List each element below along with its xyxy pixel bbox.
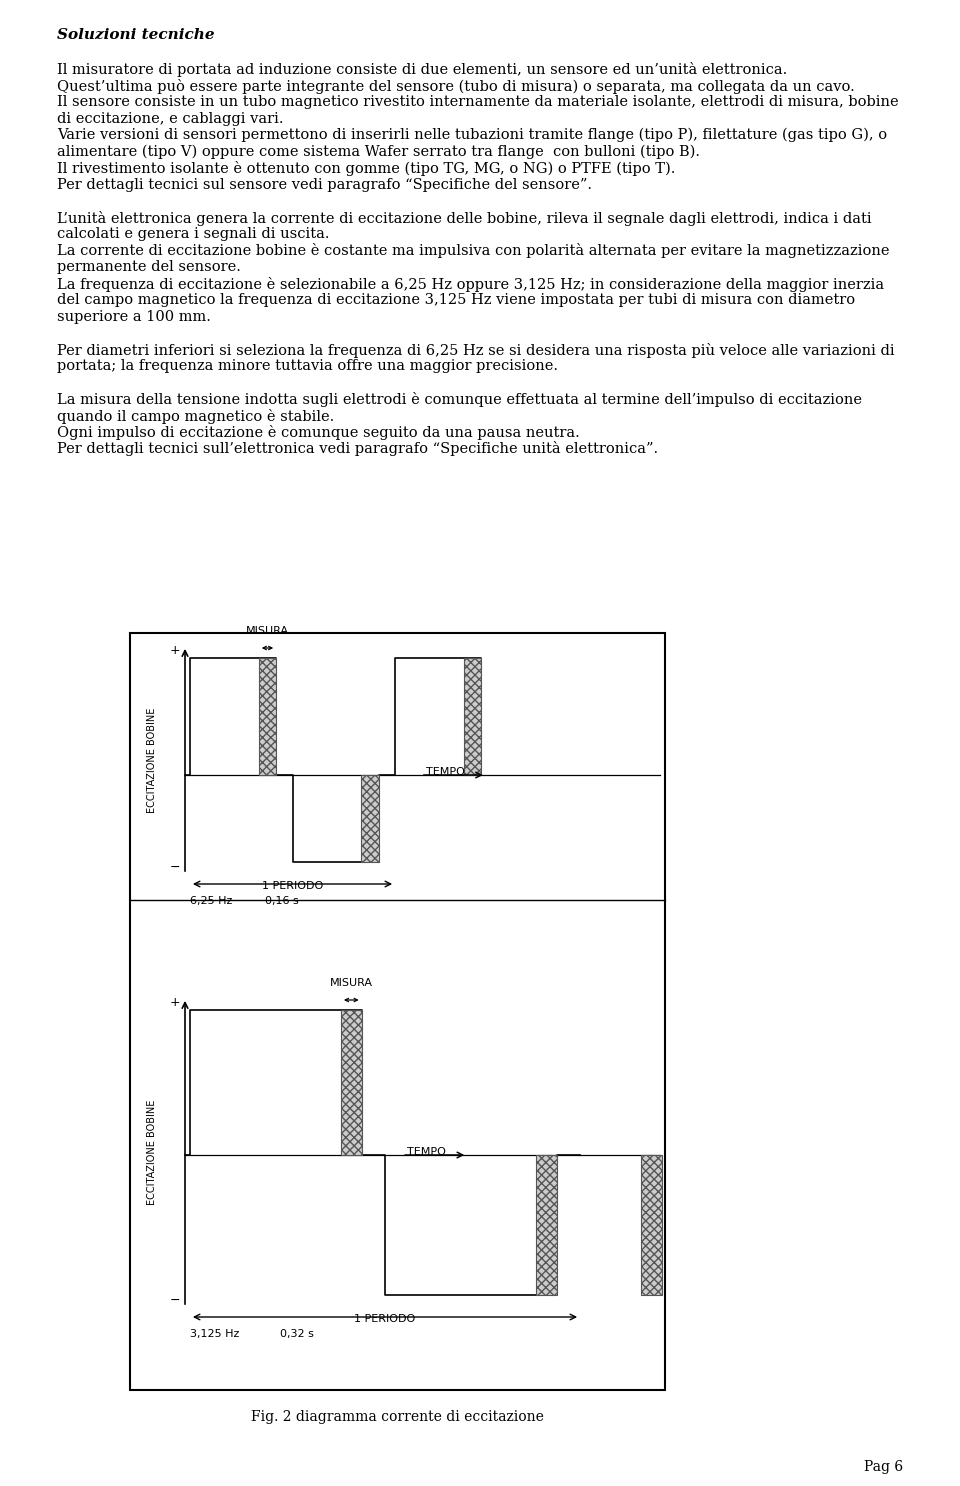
Text: Soluzioni tecniche: Soluzioni tecniche — [57, 28, 215, 42]
Text: TEMPO: TEMPO — [407, 1147, 446, 1158]
Text: Il sensore consiste in un tubo magnetico rivestito internamente da materiale iso: Il sensore consiste in un tubo magnetico… — [57, 95, 899, 108]
Text: Per diametri inferiori si seleziona la frequenza di 6,25 Hz se si desidera una r: Per diametri inferiori si seleziona la f… — [57, 342, 895, 358]
Bar — [361, 776, 378, 862]
Text: −: − — [170, 1293, 180, 1306]
Text: Ogni impulso di eccitazione è comunque seguito da una pausa neutra.: Ogni impulso di eccitazione è comunque s… — [57, 425, 580, 440]
Text: 6,25 Hz: 6,25 Hz — [190, 896, 232, 906]
Text: L’unità elettronica genera la corrente di eccitazione delle bobine, rileva il se: L’unità elettronica genera la corrente d… — [57, 211, 872, 226]
Text: di eccitazione, e cablaggi vari.: di eccitazione, e cablaggi vari. — [57, 111, 283, 125]
Text: permanente del sensore.: permanente del sensore. — [57, 260, 241, 273]
Text: calcolati e genera i segnali di uscita.: calcolati e genera i segnali di uscita. — [57, 227, 329, 241]
Text: −: − — [170, 860, 180, 874]
Text: 1 PERIODO: 1 PERIODO — [354, 1314, 416, 1324]
Text: MISURA: MISURA — [330, 978, 372, 988]
Text: +: + — [169, 643, 180, 657]
Text: La frequenza di eccitazione è selezionabile a 6,25 Hz oppure 3,125 Hz; in consid: La frequenza di eccitazione è selezionab… — [57, 276, 884, 291]
Text: ECCITAZIONE BOBINE: ECCITAZIONE BOBINE — [147, 1100, 157, 1205]
Text: ECCITAZIONE BOBINE: ECCITAZIONE BOBINE — [147, 707, 157, 813]
Text: La corrente di eccitazione bobine è costante ma impulsiva con polarità alternata: La corrente di eccitazione bobine è cost… — [57, 244, 890, 259]
Bar — [130, 633, 665, 1389]
Text: Pag 6: Pag 6 — [864, 1461, 903, 1474]
Text: Il misuratore di portata ad induzione consiste di due elementi, un sensore ed un: Il misuratore di portata ad induzione co… — [57, 62, 787, 77]
Text: 0,16 s: 0,16 s — [265, 896, 299, 906]
Bar — [641, 1155, 662, 1294]
Text: Quest’ultima può essere parte integrante del sensore (tubo di misura) o separata: Quest’ultima può essere parte integrante… — [57, 79, 854, 94]
Bar — [341, 1010, 362, 1155]
Text: Fig. 2 diagramma corrente di eccitazione: Fig. 2 diagramma corrente di eccitazione — [252, 1410, 544, 1424]
Bar — [259, 658, 276, 776]
Text: MISURA: MISURA — [246, 626, 289, 636]
Text: Varie versioni di sensori permettono di inserirli nelle tubazioni tramite flange: Varie versioni di sensori permettono di … — [57, 128, 887, 143]
Text: La misura della tensione indotta sugli elettrodi è comunque effettuata al termin: La misura della tensione indotta sugli e… — [57, 392, 862, 407]
Text: +: + — [169, 996, 180, 1009]
Text: del campo magnetico la frequenza di eccitazione 3,125 Hz viene impostata per tub: del campo magnetico la frequenza di ecci… — [57, 293, 855, 308]
Text: Per dettagli tecnici sul sensore vedi paragrafo “Specifiche del sensore”.: Per dettagli tecnici sul sensore vedi pa… — [57, 177, 592, 192]
Text: 0,32 s: 0,32 s — [280, 1328, 314, 1339]
Text: alimentare (tipo V) oppure come sistema Wafer serrato tra flange  con bulloni (t: alimentare (tipo V) oppure come sistema … — [57, 144, 700, 159]
Text: portata; la frequenza minore tuttavia offre una maggior precisione.: portata; la frequenza minore tuttavia of… — [57, 360, 558, 373]
Text: 3,125 Hz: 3,125 Hz — [190, 1328, 239, 1339]
Bar — [536, 1155, 557, 1294]
Text: TEMPO: TEMPO — [426, 767, 465, 777]
Text: Il rivestimento isolante è ottenuto con gomme (tipo TG, MG, o NG) o PTFE (tipo T: Il rivestimento isolante è ottenuto con … — [57, 160, 676, 175]
Text: 1 PERIODO: 1 PERIODO — [262, 881, 324, 892]
Text: Per dettagli tecnici sull’elettronica vedi paragrafo “Specifiche unità elettroni: Per dettagli tecnici sull’elettronica ve… — [57, 441, 659, 456]
Text: superiore a 100 mm.: superiore a 100 mm. — [57, 309, 211, 324]
Text: quando il campo magnetico è stabile.: quando il campo magnetico è stabile. — [57, 409, 334, 424]
Bar — [464, 658, 481, 776]
